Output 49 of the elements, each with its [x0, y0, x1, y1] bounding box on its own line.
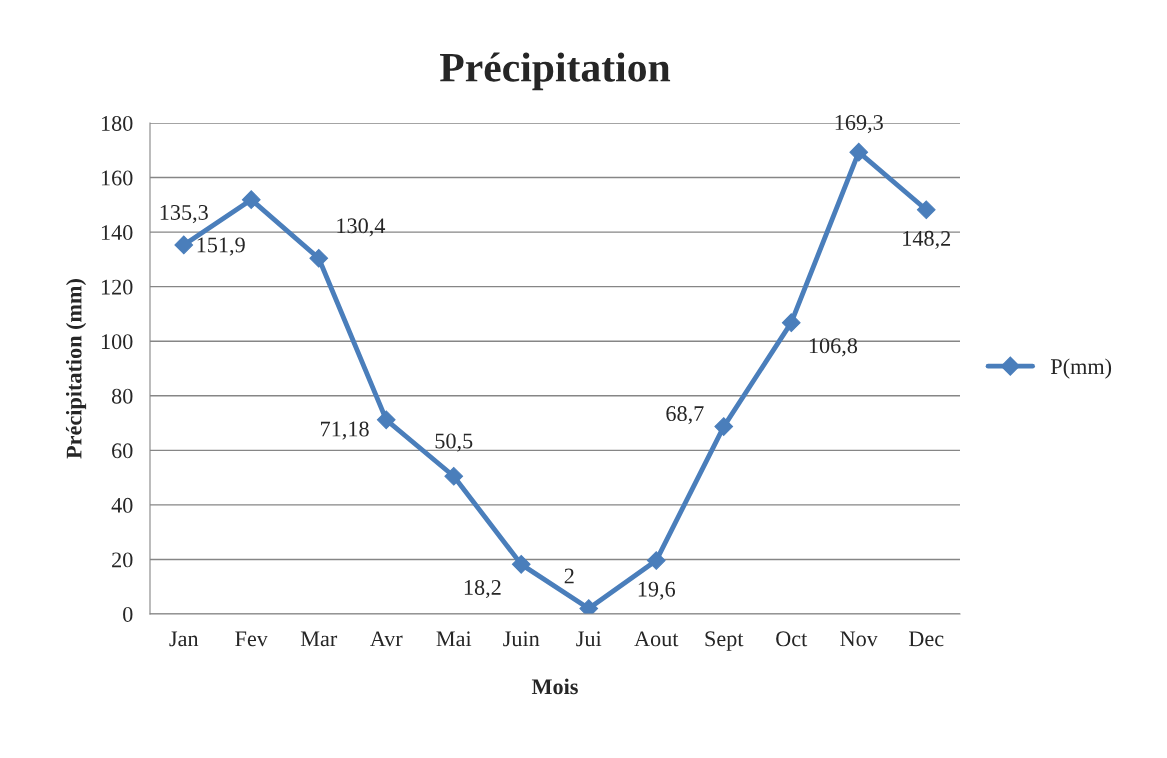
y-tick-label: 40 [111, 497, 133, 513]
x-tick-label: Jui [576, 631, 602, 647]
point [511, 555, 531, 574]
point [781, 313, 801, 333]
x-tick-label: Mar [300, 631, 338, 647]
data-label: 2 [564, 568, 574, 584]
x-tick-label: Dec [909, 631, 944, 647]
y-tick-label: 20 [112, 552, 133, 568]
y-tick-label: 100 [101, 334, 133, 350]
y-tick-label: 60 [112, 443, 133, 459]
data-label: 130,4 [337, 218, 386, 237]
x-tick-label: Nov [840, 631, 878, 647]
y-axis-title: Précipitation (mm) [65, 279, 87, 459]
data-label: 19,6 [638, 581, 676, 600]
data-label: 71,18 [321, 421, 369, 440]
data-label: 148,2 [903, 230, 951, 250]
point [646, 551, 666, 570]
x-axis-title: Mois [531, 678, 578, 695]
point [916, 200, 936, 220]
x-tick-label: Juin [503, 631, 540, 647]
y-tick-label: 140 [101, 225, 133, 241]
chart-title: Précipitation [440, 52, 671, 91]
x-tick-label: Sept [705, 631, 744, 651]
y-tick-label: 180 [101, 115, 133, 131]
data-label: 151,9 [197, 237, 245, 256]
x-tick-label: Aout [634, 631, 679, 647]
data-label: 50,5 [435, 433, 473, 452]
point [174, 235, 194, 255]
point [714, 417, 734, 436]
y-tick-label: 80 [111, 388, 133, 404]
x-tick-label: Avr [370, 631, 403, 647]
x-tick-label: Fev [235, 631, 268, 647]
x-tick-label: Jan [169, 631, 199, 647]
y-tick-label: 160 [101, 170, 133, 186]
data-label: 169,3 [835, 115, 883, 134]
point [376, 410, 396, 430]
data-label: 68,7 [666, 406, 704, 425]
point [241, 190, 261, 210]
point [444, 466, 464, 486]
point [849, 142, 869, 162]
point [309, 248, 329, 268]
x-tick-label: Oct [776, 631, 808, 647]
x-tick-label: Mai [436, 631, 472, 647]
data-label: 135,3 [160, 205, 208, 224]
y-tick-label: 0 [123, 606, 133, 622]
data-label: 106,8 [809, 338, 858, 357]
legend-label: P(mm) [1050, 358, 1112, 379]
y-tick-label: 120 [101, 279, 133, 295]
data-label: 18,2 [464, 579, 501, 599]
